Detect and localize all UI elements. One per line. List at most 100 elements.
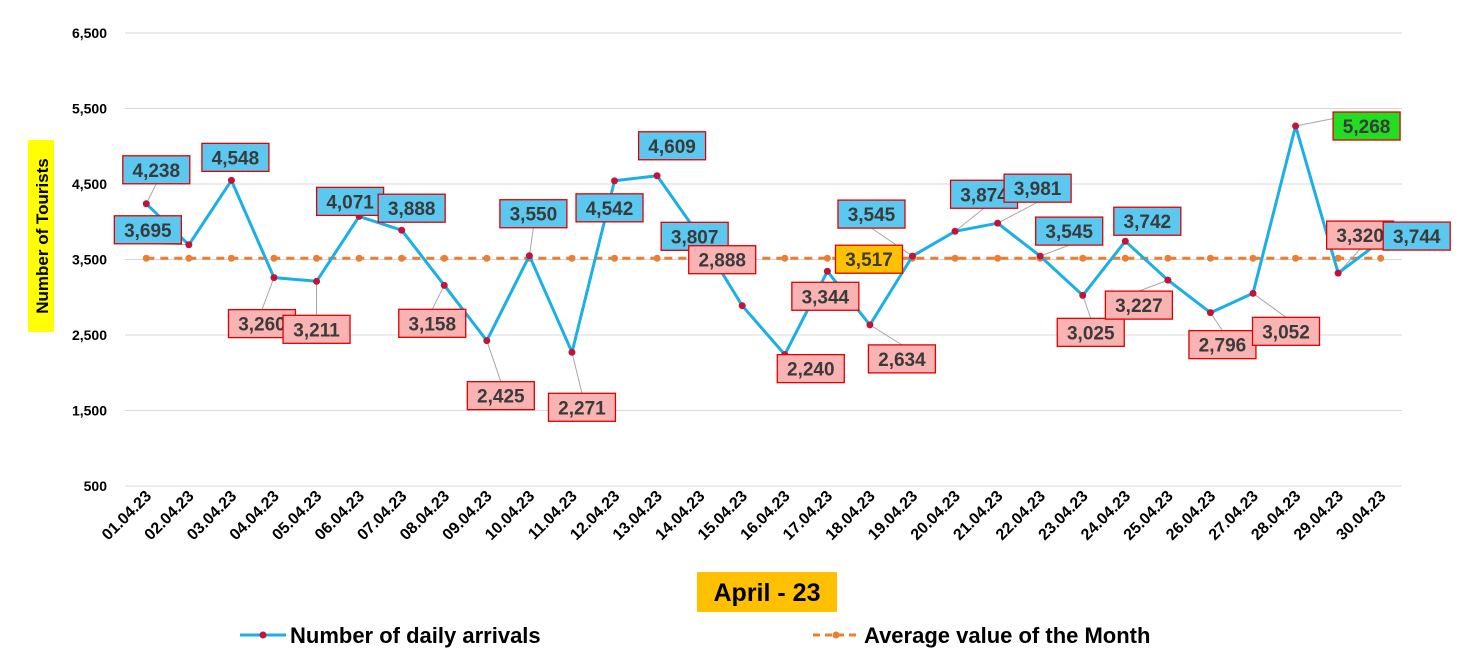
x-axis-title-highlight xyxy=(697,572,837,612)
data-point xyxy=(1292,122,1300,130)
data-point xyxy=(313,277,321,285)
data-point xyxy=(823,267,831,275)
data-label-box xyxy=(776,353,845,384)
legend-item-daily-arrivals: Number of daily arrivals xyxy=(240,623,541,648)
data-label: 4,609 xyxy=(648,137,696,158)
daily-arrivals-series xyxy=(142,122,1385,359)
leader-line xyxy=(145,183,157,205)
average-point xyxy=(781,254,789,262)
data-point xyxy=(951,227,959,235)
average-point xyxy=(1334,254,1342,262)
daily-arrivals-line xyxy=(145,124,1382,357)
data-label-box xyxy=(113,215,182,245)
average-point xyxy=(398,254,406,262)
data-label-box xyxy=(201,142,270,173)
data-point xyxy=(1206,309,1214,317)
average-point xyxy=(355,254,363,262)
data-point xyxy=(738,302,746,310)
data-label: 5,268 xyxy=(1343,117,1391,138)
data-point xyxy=(398,226,406,234)
data-label-box xyxy=(547,392,617,422)
data-point xyxy=(227,176,235,184)
average-point xyxy=(1079,254,1087,262)
leader-line xyxy=(528,227,534,256)
data-label: 3,981 xyxy=(1014,179,1062,200)
data-label-box xyxy=(315,186,385,217)
data-point xyxy=(653,172,661,180)
y-tick-label: 500 xyxy=(84,478,108,494)
average-point xyxy=(568,254,576,262)
leader-line xyxy=(431,285,445,310)
y-tick-label: 4,500 xyxy=(72,176,107,192)
data-label-box xyxy=(377,193,446,223)
data-labels: 4,238 3,695 4,548 3,260 3,211 4,071 3,888 3,158… xyxy=(113,111,1451,422)
data-point xyxy=(994,219,1002,227)
data-label-box xyxy=(637,131,707,161)
average-point xyxy=(270,254,278,262)
data-label: 3,211 xyxy=(293,320,340,341)
leader-line xyxy=(261,277,275,310)
average-label: 3,517 xyxy=(845,250,893,271)
leader-line xyxy=(1040,244,1070,257)
data-label-box xyxy=(1332,111,1401,141)
data-label: 3,260 xyxy=(238,315,286,336)
y-axis-ticks: 6,500 5,500 4,500 3,500 2,500 1,500 500 xyxy=(72,25,107,494)
legend: Number of daily arrivals Average value o… xyxy=(240,623,1150,648)
data-label: 3,158 xyxy=(408,314,456,335)
average-point xyxy=(483,254,491,262)
data-label-box xyxy=(1056,317,1125,348)
data-label: 2,271 xyxy=(558,398,606,419)
data-label-box xyxy=(1251,316,1321,346)
y-tick-label: 2,500 xyxy=(72,327,107,343)
data-point xyxy=(1334,269,1342,277)
data-label-box xyxy=(1188,330,1257,360)
data-point xyxy=(525,252,533,260)
leader-line xyxy=(1210,312,1223,331)
data-label-box xyxy=(791,281,860,311)
data-point xyxy=(1036,252,1044,260)
legend-label-average: Average value of the Month xyxy=(864,623,1150,648)
data-point xyxy=(185,241,193,249)
average-point xyxy=(994,254,1002,262)
data-label-box xyxy=(122,155,191,185)
data-label: 3,545 xyxy=(1045,222,1093,243)
leader-line xyxy=(486,340,502,382)
y-tick-label: 6,500 xyxy=(72,25,107,41)
data-point xyxy=(440,281,448,289)
data-label-box xyxy=(575,193,644,223)
data-point xyxy=(1249,289,1257,297)
data-label-box xyxy=(282,314,351,344)
data-point xyxy=(568,348,576,356)
average-point xyxy=(227,254,235,262)
y-tick-label: 1,500 xyxy=(72,403,107,419)
leader-line xyxy=(1082,295,1092,319)
data-label: 2,634 xyxy=(878,350,926,371)
leader-line xyxy=(571,352,583,394)
data-label-box xyxy=(398,308,467,338)
data-label: 3,320 xyxy=(1336,226,1384,247)
data-label: 3,742 xyxy=(1124,212,1172,233)
data-label: 3,025 xyxy=(1067,323,1115,344)
average-point xyxy=(1121,254,1129,262)
data-label: 4,071 xyxy=(326,192,374,213)
data-label: 3,550 xyxy=(510,205,558,226)
leader-line xyxy=(869,324,903,346)
data-label: 2,888 xyxy=(698,251,746,272)
average-point xyxy=(823,254,831,262)
data-point xyxy=(866,321,874,329)
data-label: 3,545 xyxy=(848,205,896,226)
average-point xyxy=(951,254,959,262)
y-axis-title: Number of Tourists xyxy=(28,140,54,332)
data-label: 4,238 xyxy=(133,161,181,182)
average-label-box xyxy=(834,244,904,274)
data-point xyxy=(908,252,916,260)
average-point xyxy=(440,254,448,262)
data-label-box xyxy=(499,199,568,229)
legend-marker-average xyxy=(832,631,840,639)
data-label-box xyxy=(1113,206,1182,236)
legend-label-daily-arrivals: Number of daily arrivals xyxy=(290,623,541,648)
average-point xyxy=(1377,254,1385,262)
average-point xyxy=(142,254,150,262)
average-point xyxy=(1249,254,1257,262)
